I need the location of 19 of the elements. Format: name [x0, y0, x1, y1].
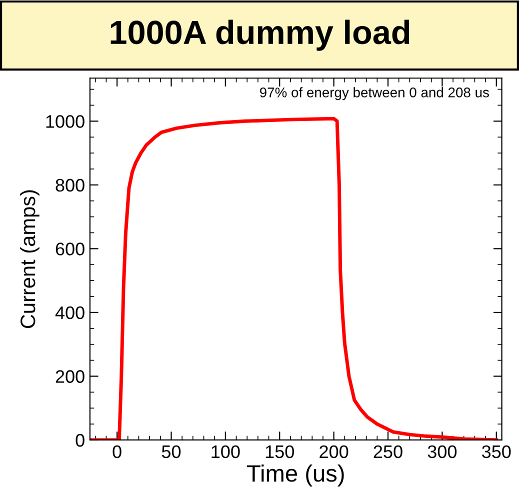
chart-title: 1000A dummy load — [110, 20, 410, 51]
x-tick-label: 150 — [266, 445, 294, 458]
annotation: 97% of energy between 0 and 208 us — [260, 87, 489, 100]
x-tick-label: 100 — [212, 445, 240, 458]
x-tick-label: 350 — [482, 445, 511, 458]
y-tick-label: 200 — [56, 370, 84, 383]
y-tick-label: 0 — [76, 434, 84, 447]
x-axis-title: Time (us) — [247, 464, 344, 486]
y-tick-label: 1000 — [46, 115, 84, 128]
line-series — [90, 116, 498, 440]
y-tick-label: 800 — [56, 178, 84, 192]
x-tick-label: 200 — [320, 445, 348, 458]
x-tick-label: 250 — [374, 445, 402, 458]
x-tick-label: 50 — [162, 445, 181, 458]
y-axis-title: Current (amps) — [20, 190, 40, 328]
y-tick-label: 600 — [56, 242, 84, 256]
y-tick-label: 400 — [55, 306, 84, 320]
x-tick-label: 300 — [428, 445, 457, 458]
x-tick-label: 0 — [112, 445, 122, 458]
